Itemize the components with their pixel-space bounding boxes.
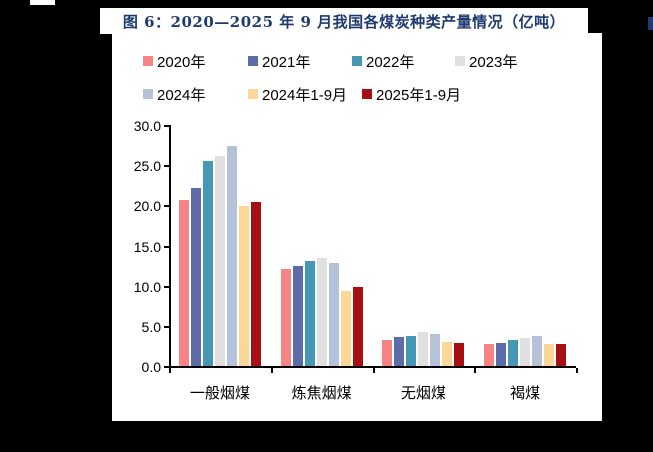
legend-swatch (455, 56, 465, 66)
bar (532, 336, 543, 366)
legend-label: 2025年1-9月 (376, 86, 462, 104)
bar (430, 333, 441, 366)
x-axis-category-label: 无烟煤 (400, 385, 446, 402)
y-axis-tick-label: 15.0 (133, 238, 161, 255)
legend-swatch (248, 56, 258, 66)
legend-item: 2023年 (455, 52, 518, 71)
bar (304, 260, 315, 366)
adjacent-figure-fragment (648, 17, 653, 30)
x-axis-line (169, 366, 576, 368)
legend-swatch (248, 89, 258, 99)
x-axis-category-label: 褐煤 (510, 385, 541, 402)
legend-label: 2021年 (262, 53, 311, 71)
x-axis-category-label: 一般烟煤 (189, 385, 250, 402)
y-axis-tick (164, 285, 169, 288)
legend-label: 2023年 (469, 53, 518, 71)
y-axis-line (169, 125, 171, 368)
bar (214, 156, 225, 366)
y-axis-tick (164, 245, 169, 248)
legend-swatch (143, 56, 153, 66)
bar (202, 161, 213, 366)
bar (394, 337, 405, 366)
y-axis-tick (164, 205, 169, 208)
x-axis-tick (576, 368, 578, 373)
y-axis-tick (164, 366, 169, 369)
bar (352, 287, 363, 366)
bar (280, 268, 291, 366)
y-axis-tick-label: 10.0 (133, 278, 161, 295)
legend-label: 2020年 (157, 53, 206, 71)
legend-label: 2024年1-9月 (262, 86, 348, 104)
page-edge-artifact (30, 0, 55, 5)
legend-label: 2024年 (157, 86, 206, 104)
y-axis-tick-label: 20.0 (133, 198, 161, 215)
bar (556, 343, 567, 366)
bar (442, 341, 453, 366)
bar (454, 342, 465, 366)
bar (520, 337, 531, 366)
legend-swatch (143, 89, 153, 99)
bar (250, 202, 261, 366)
y-axis-tick (164, 165, 169, 168)
x-axis-tick (474, 368, 477, 373)
legend-item: 2024年1-9月 (248, 85, 348, 104)
legend-item: 2022年 (352, 52, 415, 71)
y-axis-tick (164, 125, 169, 127)
bar (340, 290, 351, 366)
bar (178, 199, 189, 366)
bar (292, 265, 303, 366)
legend-item: 2021年 (248, 52, 311, 71)
bar (496, 342, 507, 366)
bar (544, 344, 555, 366)
figure-title-band: 图 6：2020—2025 年 9 月我国各煤炭种类产量情况（亿吨） (100, 8, 588, 34)
bar (406, 335, 417, 366)
bar (382, 339, 393, 366)
legend-item: 2024年 (143, 85, 206, 104)
legend-item: 2025年1-9月 (362, 85, 462, 104)
bar (418, 331, 429, 366)
x-axis-tick (169, 368, 171, 373)
chart-card: 2020年 2021年 2022年 2023年 2024年 2024年1-9月 2025年1… (112, 33, 602, 421)
x-axis-tick (270, 368, 273, 373)
y-axis-tick-label: 0.0 (141, 359, 161, 376)
bar (328, 263, 339, 366)
y-axis-tick (164, 325, 169, 328)
bar (238, 206, 249, 366)
legend-label: 2022年 (366, 53, 415, 71)
x-axis-tick (372, 368, 375, 373)
bar (484, 344, 495, 366)
legend-swatch (352, 56, 362, 66)
y-axis-tick-label: 30.0 (133, 118, 161, 134)
y-axis-tick-label: 5.0 (141, 318, 161, 335)
bar (316, 258, 327, 366)
bar (508, 339, 519, 366)
y-axis-tick-label: 25.0 (133, 158, 161, 175)
x-axis-category-label: 炼焦烟煤 (291, 385, 352, 402)
bar (226, 145, 237, 366)
legend-item: 2020年 (143, 52, 206, 71)
figure-title: 图 6：2020—2025 年 9 月我国各煤炭种类产量情况（亿吨） (122, 12, 566, 31)
legend-swatch (362, 89, 372, 99)
bar (190, 187, 201, 366)
